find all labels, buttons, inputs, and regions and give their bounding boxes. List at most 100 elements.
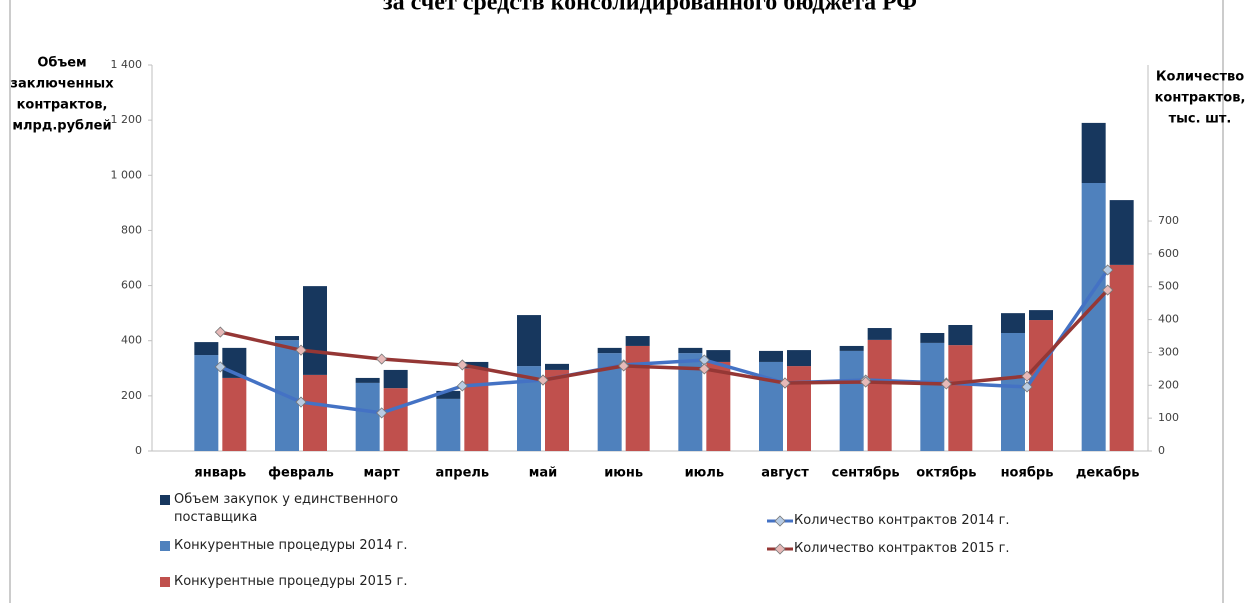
line-marker <box>779 377 791 389</box>
x-tick-label: декабрь <box>1076 466 1140 481</box>
y-tick-label: 400 <box>121 334 142 347</box>
y2-tick-label: 400 <box>1158 313 1179 326</box>
y2-axis-label: Количество <box>1156 70 1244 85</box>
bar <box>436 390 461 399</box>
legend-marker <box>774 515 786 527</box>
bar <box>383 388 408 451</box>
bar <box>920 342 945 451</box>
line-marker <box>1021 370 1033 382</box>
y-tick-label: 1 400 <box>111 58 143 71</box>
y2-axis-label: контрактов, <box>1155 91 1246 106</box>
x-tick-label: март <box>364 466 401 481</box>
legend-label: Количество контрактов 2015 г. <box>794 541 1010 556</box>
bar <box>545 369 569 451</box>
line-marker <box>376 407 388 419</box>
y-axis-label: заключенных <box>10 77 114 92</box>
x-tick-label: апрель <box>436 466 490 481</box>
bar <box>706 361 731 451</box>
line-marker <box>698 363 710 375</box>
bar <box>1109 200 1134 265</box>
y-tick-label: 1 200 <box>111 113 143 126</box>
bar <box>383 369 408 389</box>
y-axis-label: млрд.рублей <box>12 119 111 134</box>
bar <box>867 328 892 340</box>
bar <box>1001 313 1025 333</box>
bar <box>222 377 247 451</box>
bar <box>787 350 811 367</box>
bar <box>355 377 380 383</box>
bar <box>706 350 731 362</box>
line-marker <box>860 376 872 388</box>
legend-label: Конкурентные процедуры 2014 г. <box>174 538 408 553</box>
y2-tick-label: 300 <box>1158 345 1179 358</box>
bar <box>355 382 380 451</box>
bar <box>839 345 864 351</box>
line <box>219 268 1110 415</box>
y-tick-label: 200 <box>121 389 142 402</box>
bar <box>1029 310 1053 321</box>
bar <box>867 339 892 451</box>
bar <box>625 336 650 346</box>
bar <box>787 366 811 451</box>
line-marker <box>940 378 952 390</box>
x-tick-label: июль <box>685 466 725 481</box>
line-marker <box>1102 264 1114 276</box>
bar <box>194 342 219 356</box>
x-tick-label: октябрь <box>916 466 976 481</box>
bar <box>1081 122 1106 184</box>
line-marker <box>456 380 468 392</box>
bar <box>625 345 650 451</box>
line-marker <box>1021 381 1033 393</box>
legend-swatch <box>160 577 170 587</box>
line-marker <box>618 360 630 372</box>
x-tick-label: январь <box>194 466 246 481</box>
x-tick-label: ноябрь <box>1001 466 1054 481</box>
y2-tick-label: 200 <box>1158 378 1179 391</box>
bar <box>545 363 569 370</box>
bar <box>920 332 945 343</box>
line-marker <box>214 326 226 338</box>
legend-label: Количество контрактов 2014 г. <box>794 513 1010 528</box>
bar <box>948 345 973 451</box>
bar <box>1109 264 1134 451</box>
y-tick-label: 600 <box>121 279 142 292</box>
line-marker <box>1102 284 1114 296</box>
line-marker <box>376 353 388 365</box>
x-tick-label: август <box>761 466 809 481</box>
x-tick-label: февраль <box>268 466 334 481</box>
y-axis-label: контрактов, <box>17 98 108 113</box>
bar <box>303 286 327 375</box>
y2-axis-label: тыс. шт. <box>1169 112 1232 127</box>
y-axis-label: Объем <box>37 56 86 71</box>
chart-title: за счет средств консолидированного бюдже… <box>383 0 917 16</box>
legend-marker <box>774 543 786 555</box>
x-tick-label: сентябрь <box>832 466 900 481</box>
bar <box>303 374 327 451</box>
bar <box>517 315 541 367</box>
line-marker <box>295 344 307 356</box>
x-tick-label: июнь <box>604 466 643 481</box>
line-marker <box>537 374 549 386</box>
bar <box>1001 332 1025 451</box>
x-tick-label: май <box>529 466 558 481</box>
legend-swatch <box>160 495 170 505</box>
line-marker <box>456 359 468 371</box>
bar <box>1081 183 1106 451</box>
bar <box>464 361 489 369</box>
bar <box>759 350 783 362</box>
y-tick-label: 0 <box>135 444 142 457</box>
y2-tick-label: 700 <box>1158 214 1179 227</box>
y2-tick-label: 500 <box>1158 280 1179 293</box>
y-tick-label: 1 000 <box>111 168 143 181</box>
legend-label: Конкурентные процедуры 2015 г. <box>174 574 408 589</box>
bar <box>948 324 973 346</box>
line <box>219 288 1109 386</box>
y2-tick-label: 600 <box>1158 247 1179 260</box>
line-marker <box>295 396 307 408</box>
line-marker <box>214 361 226 373</box>
y2-tick-label: 100 <box>1158 411 1179 424</box>
y2-tick-label: 0 <box>1158 444 1165 457</box>
bar <box>678 347 703 354</box>
